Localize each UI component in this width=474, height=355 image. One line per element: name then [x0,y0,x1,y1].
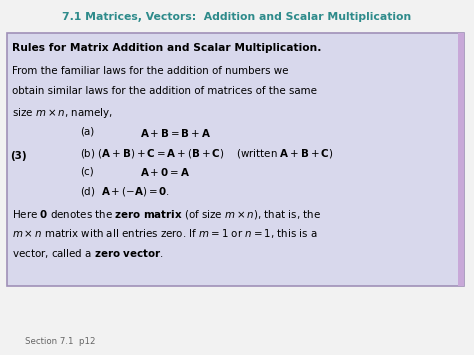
Text: (c): (c) [80,166,94,176]
Text: Here $\mathbf{0}$ denotes the $\mathbf{zero\ matrix}$ (of size $m \times n$), th: Here $\mathbf{0}$ denotes the $\mathbf{z… [12,208,321,221]
Text: $m \times n$ matrix with all entries zero. If $m = 1$ or $n = 1$, this is a: $m \times n$ matrix with all entries zer… [12,228,318,240]
FancyBboxPatch shape [7,33,464,286]
FancyBboxPatch shape [458,33,464,286]
Text: 7.1 Matrices, Vectors:  Addition and Scalar Multiplication: 7.1 Matrices, Vectors: Addition and Scal… [63,12,411,22]
Text: size $m \times n$, namely,: size $m \times n$, namely, [12,105,113,120]
Text: (b) $(\mathbf{A} + \mathbf{B}) + \mathbf{C} = \mathbf{A} + (\mathbf{B} + \mathbf: (b) $(\mathbf{A} + \mathbf{B}) + \mathbf… [80,147,333,159]
Text: (d)  $\mathbf{A} + (-\mathbf{A}) = \mathbf{0}.$: (d) $\mathbf{A} + (-\mathbf{A}) = \mathb… [80,186,170,198]
Text: From the familiar laws for the addition of numbers we: From the familiar laws for the addition … [12,66,289,76]
Text: $\mathbf{A} + \mathbf{0} = \mathbf{A}$: $\mathbf{A} + \mathbf{0} = \mathbf{A}$ [140,166,190,178]
Text: Section 7.1  p12: Section 7.1 p12 [25,337,95,346]
Text: Rules for Matrix Addition and Scalar Multiplication.: Rules for Matrix Addition and Scalar Mul… [12,43,321,53]
Text: obtain similar laws for the addition of matrices of the same: obtain similar laws for the addition of … [12,86,317,96]
Text: $\mathbf{A} + \mathbf{B} = \mathbf{B} + \mathbf{A}$: $\mathbf{A} + \mathbf{B} = \mathbf{B} + … [140,127,211,139]
Text: vector, called a $\mathbf{zero\ vector}$.: vector, called a $\mathbf{zero\ vector}$… [12,247,164,260]
Text: (3): (3) [10,151,27,161]
Text: (a): (a) [80,127,94,137]
